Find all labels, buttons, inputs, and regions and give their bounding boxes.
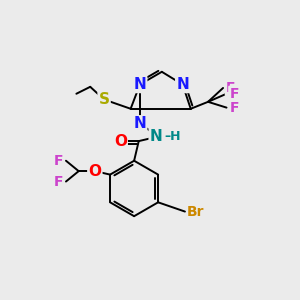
Text: –H: –H — [164, 130, 181, 143]
Text: F: F — [54, 175, 64, 188]
Text: N: N — [134, 77, 146, 92]
Text: S: S — [99, 92, 110, 107]
Text: O: O — [114, 134, 127, 148]
Text: N: N — [176, 77, 189, 92]
Text: F: F — [54, 154, 64, 168]
Text: N: N — [150, 129, 162, 144]
Text: O: O — [88, 164, 101, 178]
Text: N: N — [134, 116, 146, 131]
Text: Br: Br — [187, 205, 205, 219]
Text: F: F — [229, 87, 239, 101]
Text: F: F — [229, 100, 239, 115]
Text: F: F — [226, 81, 235, 95]
